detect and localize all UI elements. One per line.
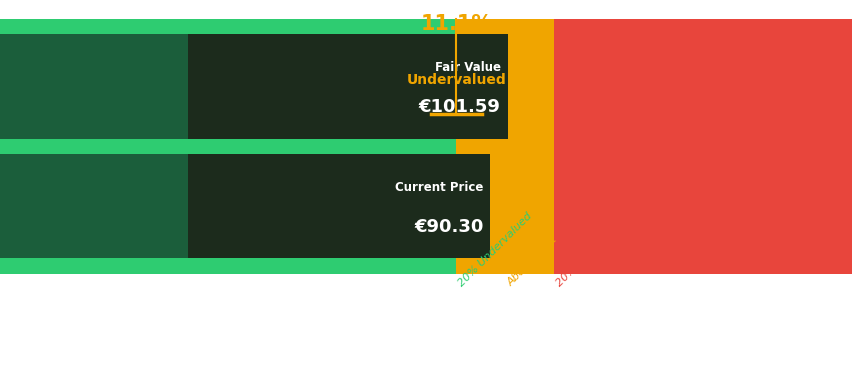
Bar bbox=[0, 258, 456, 274]
Text: Fair Value: Fair Value bbox=[435, 61, 500, 74]
Text: About Right: About Right bbox=[504, 235, 558, 288]
Bar bbox=[187, 34, 507, 139]
Bar bbox=[0, 19, 456, 274]
Bar bbox=[0, 19, 456, 34]
Text: €101.59: €101.59 bbox=[418, 98, 500, 116]
Text: Current Price: Current Price bbox=[394, 181, 483, 194]
Text: 20% Undervalued: 20% Undervalued bbox=[456, 211, 533, 288]
Text: 20% Overvalued: 20% Overvalued bbox=[554, 215, 626, 288]
Bar bbox=[0, 139, 456, 154]
Bar bbox=[0, 34, 456, 139]
Text: 11.1%: 11.1% bbox=[420, 14, 492, 34]
Bar bbox=[0, 154, 456, 258]
Text: €90.30: €90.30 bbox=[414, 218, 483, 236]
Bar bbox=[187, 154, 490, 258]
Text: Undervalued: Undervalued bbox=[406, 73, 505, 87]
Bar bbox=[554, 19, 852, 274]
Bar bbox=[456, 19, 554, 274]
